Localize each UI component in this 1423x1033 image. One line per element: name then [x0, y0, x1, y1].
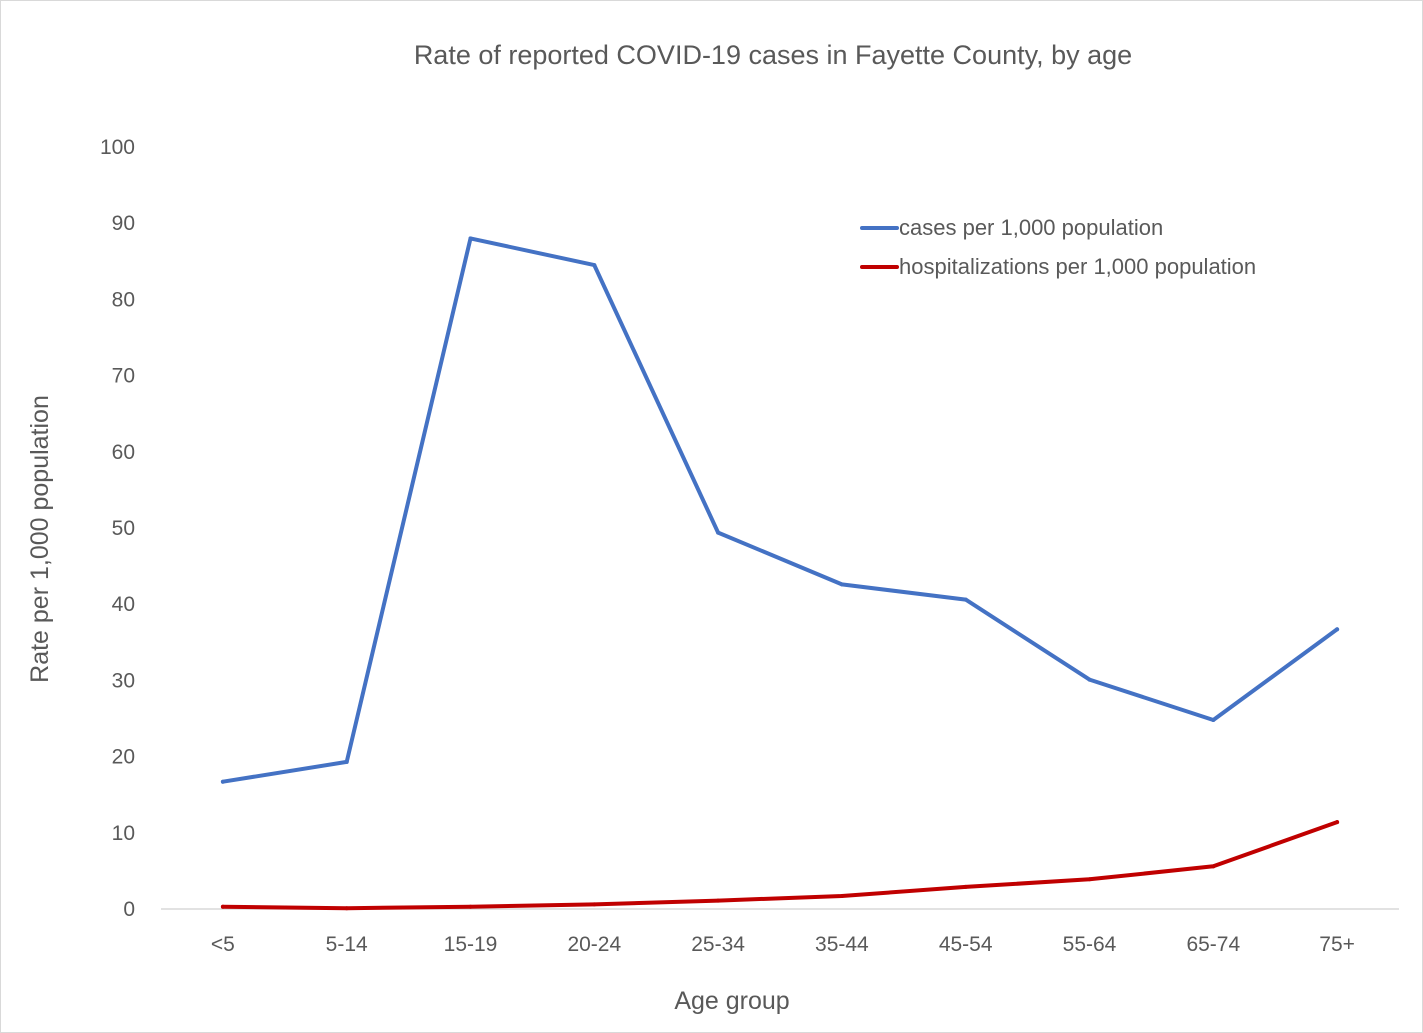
- y-tick-label: 60: [112, 441, 135, 464]
- data-point: [468, 904, 473, 909]
- x-tick-label: 45-54: [939, 933, 993, 956]
- series-line-0: [220, 236, 1340, 784]
- data-point: [1087, 877, 1092, 882]
- chart-title: Rate of reported COVID-19 cases in Fayet…: [414, 40, 1132, 70]
- x-tick-label: 35-44: [815, 933, 869, 956]
- data-point: [963, 884, 968, 889]
- data-point: [1335, 820, 1340, 825]
- data-point: [344, 906, 349, 911]
- x-tick-label: 20-24: [567, 933, 621, 956]
- x-tick-label: 55-64: [1063, 933, 1117, 956]
- data-point: [592, 902, 597, 907]
- data-point: [1087, 677, 1092, 682]
- data-point: [716, 530, 721, 535]
- y-tick-label: 50: [112, 517, 135, 540]
- y-tick-label: 40: [112, 593, 135, 616]
- y-tick-label: 90: [112, 212, 135, 235]
- legend-label: hospitalizations per 1,000 population: [899, 254, 1256, 279]
- legend-label: cases per 1,000 population: [899, 215, 1163, 240]
- data-point: [1211, 864, 1216, 869]
- x-axis-title: Age group: [674, 987, 789, 1015]
- x-tick-label: 75+: [1319, 933, 1355, 956]
- x-tick-label: 65-74: [1186, 933, 1240, 956]
- y-tick-label: 20: [112, 746, 135, 769]
- data-point: [839, 894, 844, 899]
- y-axis-ticks: 0 10 20 30 40 50 60 70 80 90 100: [100, 136, 135, 921]
- y-tick-label: 10: [112, 822, 135, 845]
- data-point: [220, 904, 225, 909]
- data-point: [963, 597, 968, 602]
- y-tick-label: 100: [100, 136, 135, 159]
- x-axis-ticks: <5 5-14 15-19 20-24 25-34 35-44 45-54 55-64 65-7…: [211, 933, 1355, 956]
- series-line-1: [220, 820, 1340, 911]
- data-point: [1211, 718, 1216, 723]
- legend: cases per 1,000 population hospitalizatio…: [860, 215, 1256, 279]
- x-tick-label: 15-19: [444, 933, 498, 956]
- data-point: [220, 779, 225, 784]
- data-point: [1335, 627, 1340, 632]
- y-tick-label: 80: [112, 288, 135, 311]
- x-tick-label: 25-34: [691, 933, 745, 956]
- y-axis-title: Rate per 1,000 population: [26, 395, 54, 683]
- data-point: [344, 759, 349, 764]
- data-point: [468, 236, 473, 241]
- y-tick-label: 0: [123, 898, 135, 921]
- y-tick-label: 70: [112, 365, 135, 388]
- y-tick-label: 30: [112, 669, 135, 692]
- data-point: [592, 263, 597, 268]
- data-point: [839, 582, 844, 587]
- data-point: [716, 898, 721, 903]
- x-tick-label: <5: [211, 933, 235, 956]
- series-lines: [220, 236, 1340, 911]
- x-tick-label: 5-14: [326, 933, 368, 956]
